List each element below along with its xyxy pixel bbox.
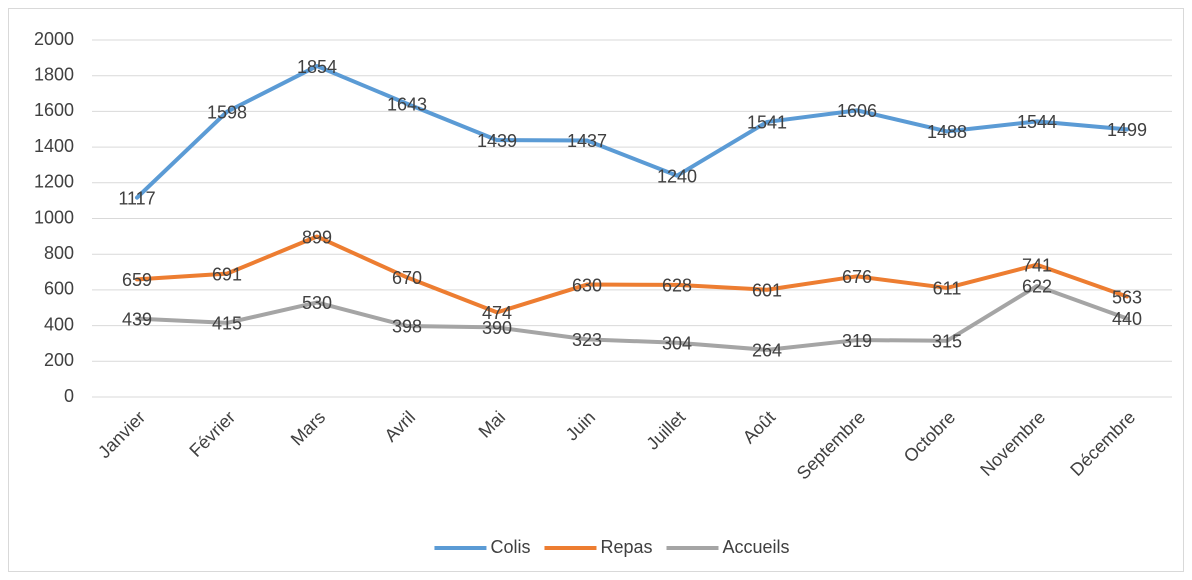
legend-label: Colis [490,537,530,557]
data-label: 1439 [477,131,517,151]
legend: Colis Repas Accueils [434,537,790,557]
data-label: 1544 [1017,112,1057,132]
data-label: 1606 [837,101,877,121]
data-label: 1854 [297,57,337,77]
data-label: 530 [302,293,332,313]
y-tick-label: 600 [44,279,74,299]
data-label: 676 [842,267,872,287]
y-tick-label: 1800 [34,64,74,84]
data-label: 622 [1022,277,1052,297]
legend-label: Repas [600,537,652,557]
data-label: 630 [572,275,602,295]
y-tick-label: 1200 [34,172,74,192]
data-label: 304 [662,333,692,353]
data-label: 691 [212,264,242,284]
data-label: 741 [1022,255,1052,275]
data-label: 659 [122,270,152,290]
data-label: 899 [302,227,332,247]
y-tick-label: 2000 [34,29,74,49]
data-label: 264 [752,341,782,361]
data-label: 1117 [118,188,155,208]
series-line [135,283,1129,352]
data-label: 390 [482,318,512,338]
data-label: 611 [933,279,962,299]
data-label: 670 [392,268,422,288]
data-label: 315 [932,332,962,352]
y-tick-label: 1600 [34,100,74,120]
data-label: 601 [752,280,782,300]
y-tick-label: 1400 [34,136,74,156]
data-label: 1240 [657,166,697,186]
data-label: 474 [482,303,512,323]
data-label: 1598 [207,103,247,123]
data-label: 323 [572,330,602,350]
legend-label: Accueils [723,537,790,557]
series-line [135,234,1129,315]
y-tick-label: 0 [64,386,74,406]
series-line [135,64,1129,200]
y-tick-label: 1000 [34,207,74,227]
data-label: 628 [662,276,692,296]
data-label: 1488 [927,122,967,142]
data-label: 398 [392,317,422,337]
data-label: 1643 [387,94,427,114]
data-label: 1437 [567,131,607,151]
data-label: 319 [842,331,872,351]
data-label: 440 [1112,309,1142,329]
data-label: 439 [122,309,152,329]
data-label: 415 [212,314,242,334]
data-label: 1541 [747,113,787,133]
y-tick-label: 400 [44,314,74,334]
data-label: 1499 [1107,120,1147,140]
y-tick-label: 800 [44,243,74,263]
y-tick-label: 200 [44,350,74,370]
data-label: 563 [1112,287,1142,307]
